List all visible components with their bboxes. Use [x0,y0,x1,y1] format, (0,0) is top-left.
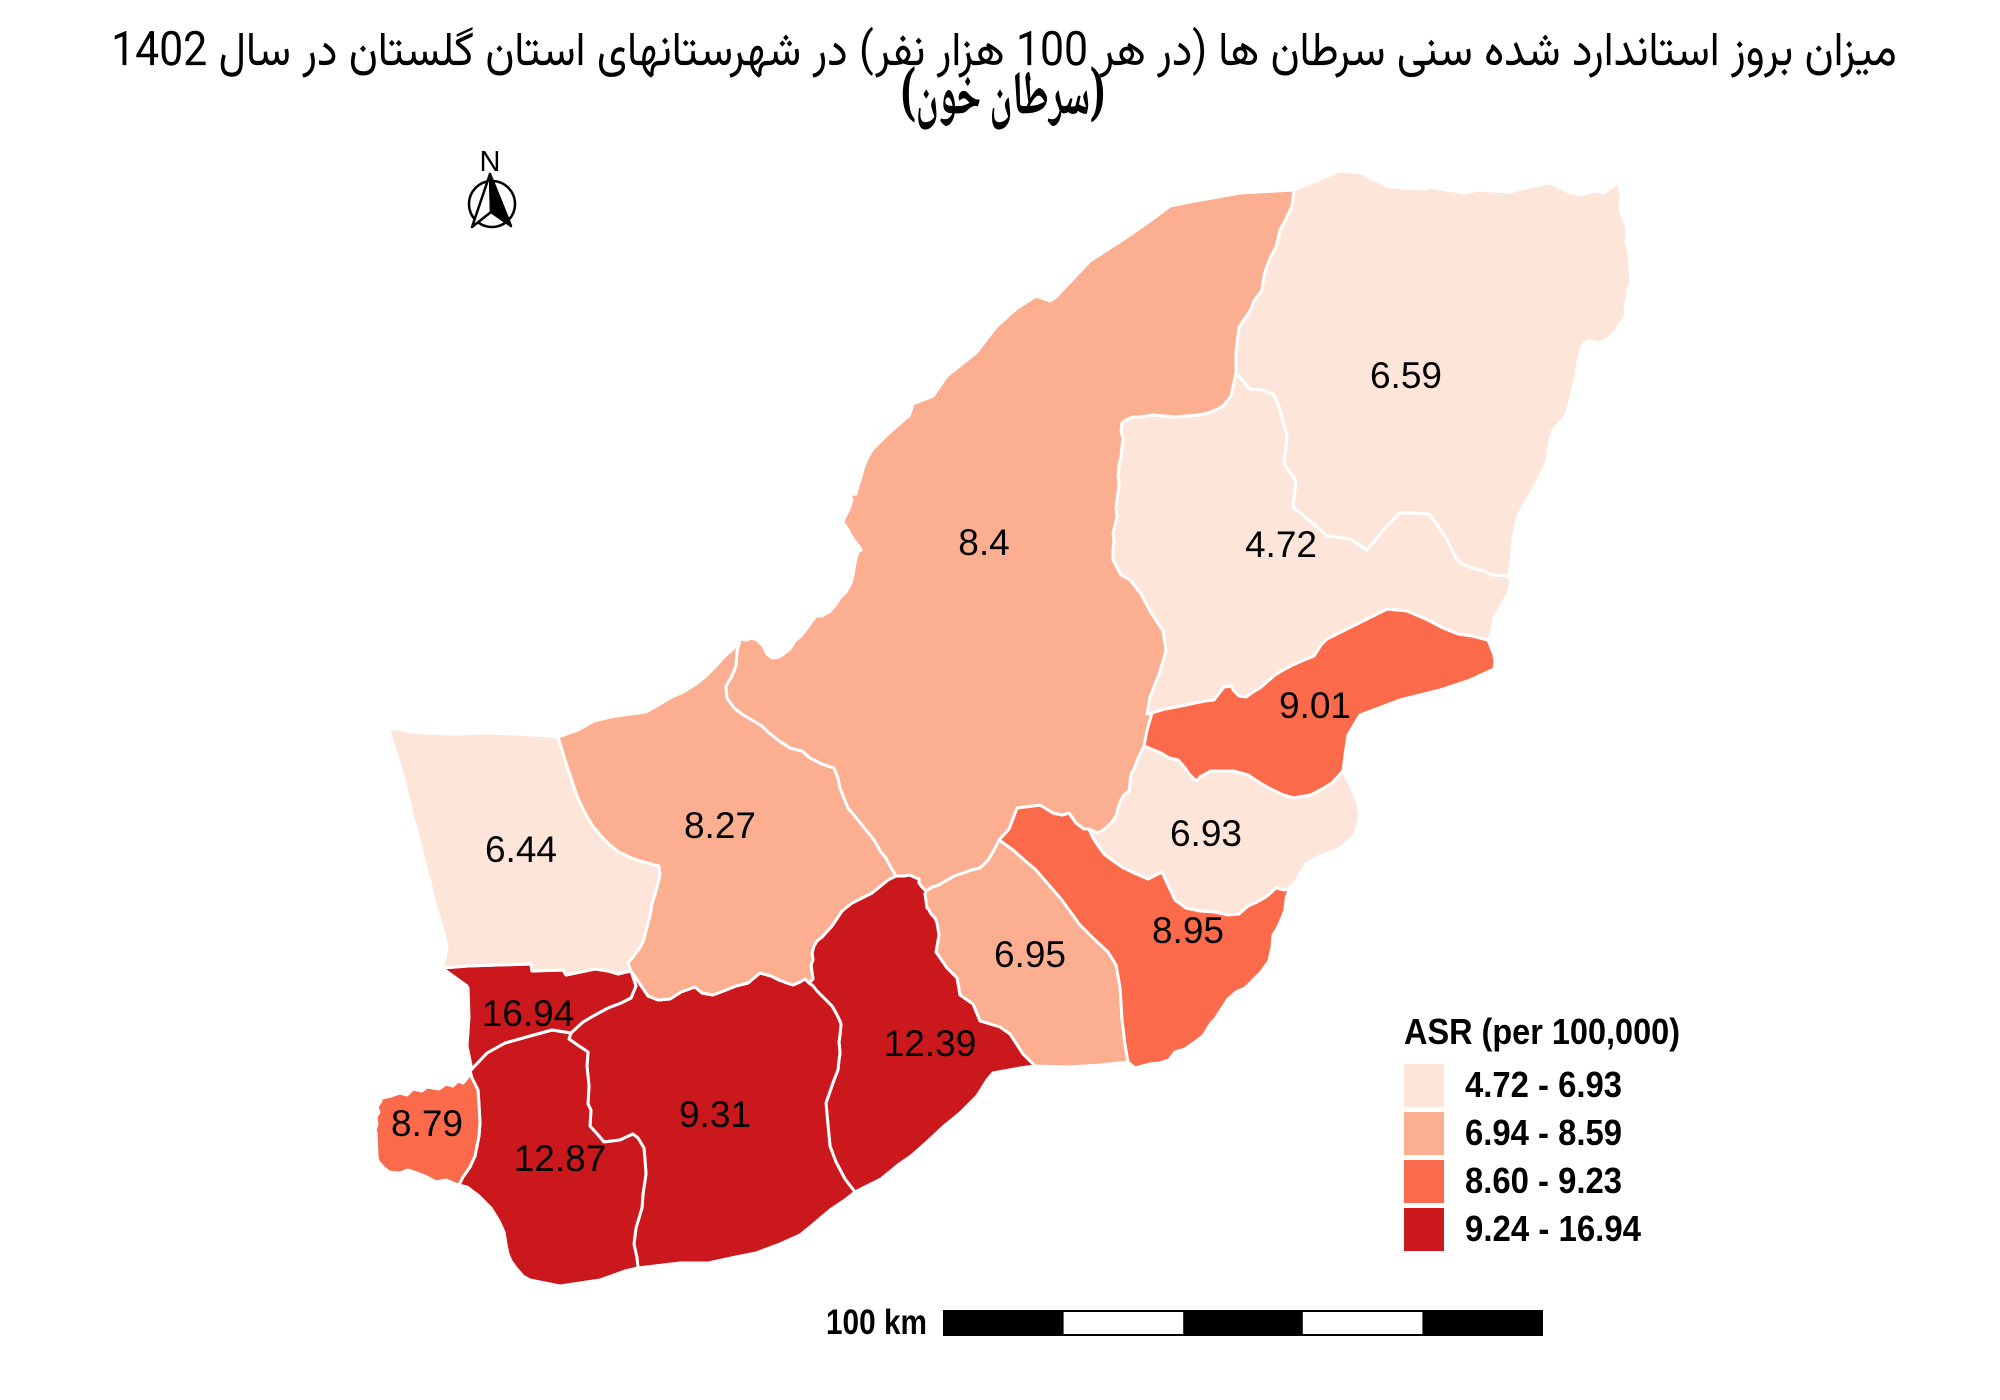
svg-text:8.79: 8.79 [391,1103,463,1144]
svg-text:8.27: 8.27 [684,805,756,846]
svg-text:6.44: 6.44 [485,829,557,870]
svg-text:9.01: 9.01 [1279,685,1351,726]
svg-text:6.93: 6.93 [1170,813,1242,854]
svg-text:4.72 - 6.93: 4.72 - 6.93 [1465,1064,1622,1105]
svg-text:8.95: 8.95 [1152,910,1224,951]
svg-text:8.60 - 9.23: 8.60 - 9.23 [1465,1160,1622,1201]
svg-text:8.4: 8.4 [958,522,1009,563]
svg-text:16.94: 16.94 [482,993,575,1034]
svg-text:12.39: 12.39 [884,1023,977,1064]
svg-text:6.59: 6.59 [1370,355,1442,396]
svg-text:9.31: 9.31 [679,1094,751,1135]
svg-text:N: N [480,146,501,178]
svg-text:6.95: 6.95 [994,934,1066,975]
svg-text:6.94 - 8.59: 6.94 - 8.59 [1465,1112,1622,1153]
svg-text:100 km: 100 km [826,1303,927,1342]
svg-text:ASR (per 100,000): ASR (per 100,000) [1404,1011,1680,1052]
svg-text:4.72: 4.72 [1245,524,1317,565]
svg-text:12.87: 12.87 [514,1138,607,1179]
svg-text:9.24 - 16.94: 9.24 - 16.94 [1465,1208,1641,1249]
